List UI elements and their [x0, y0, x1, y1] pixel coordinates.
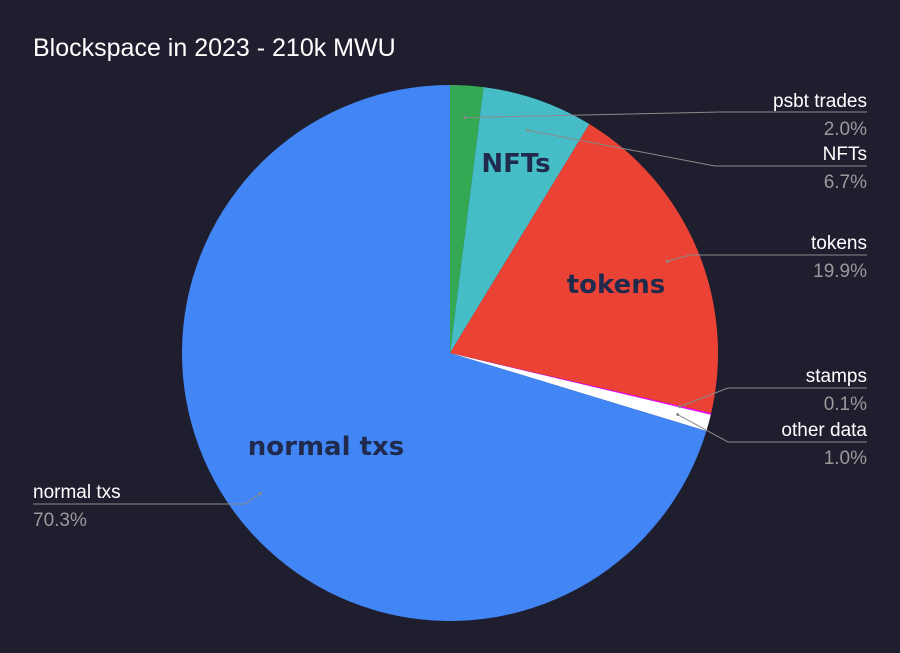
pie-slice-other-data [450, 353, 711, 431]
callout-label-psbt-trades: psbt trades [773, 91, 867, 112]
leader-line-nfts [527, 129, 867, 167]
pie-slice-stamps [450, 353, 712, 415]
callout-value-tokens: 19.9% [813, 261, 867, 282]
callout-label-stamps: stamps [806, 366, 867, 387]
pie-slice-nfts [450, 87, 590, 354]
slice-inside-label-nfts: NFTs [481, 149, 550, 179]
callout-value-stamps: 0.1% [824, 394, 867, 415]
slice-inside-label-tokens: tokens [567, 270, 666, 300]
leader-dot-tokens [665, 259, 669, 263]
leader-line-other-data [677, 414, 867, 443]
leader-dot-other-data [676, 413, 680, 417]
leader-line-stamps [679, 387, 867, 408]
callout-label-tokens: tokens [811, 233, 867, 254]
callout-value-normal-txs: 70.3% [33, 510, 87, 531]
callout-value-other-data: 1.0% [824, 448, 867, 469]
leader-dot-normal-txs [259, 491, 263, 495]
pie-slice-normal-txs [181, 85, 707, 622]
callout-label-nfts: NFTs [823, 144, 867, 165]
pie-slice-psbt-trades [450, 85, 484, 353]
leader-dot-nfts [526, 128, 530, 132]
slice-inside-label-normal-txs: normal txs [248, 432, 404, 462]
pie-slice-tokens [450, 124, 719, 414]
leader-dot-stamps [678, 405, 682, 409]
leader-line-tokens [667, 254, 867, 262]
chart-title: Blockspace in 2023 - 210k MWU [33, 34, 396, 62]
leader-dot-psbt-trades [463, 116, 467, 120]
callout-label-normal-txs: normal txs [33, 482, 121, 503]
leader-line-normal-txs [33, 493, 261, 505]
callout-value-psbt-trades: 2.0% [824, 119, 867, 140]
leader-line-psbt-trades [464, 111, 867, 119]
callout-label-other-data: other data [781, 420, 867, 441]
callout-value-nfts: 6.7% [824, 172, 867, 193]
